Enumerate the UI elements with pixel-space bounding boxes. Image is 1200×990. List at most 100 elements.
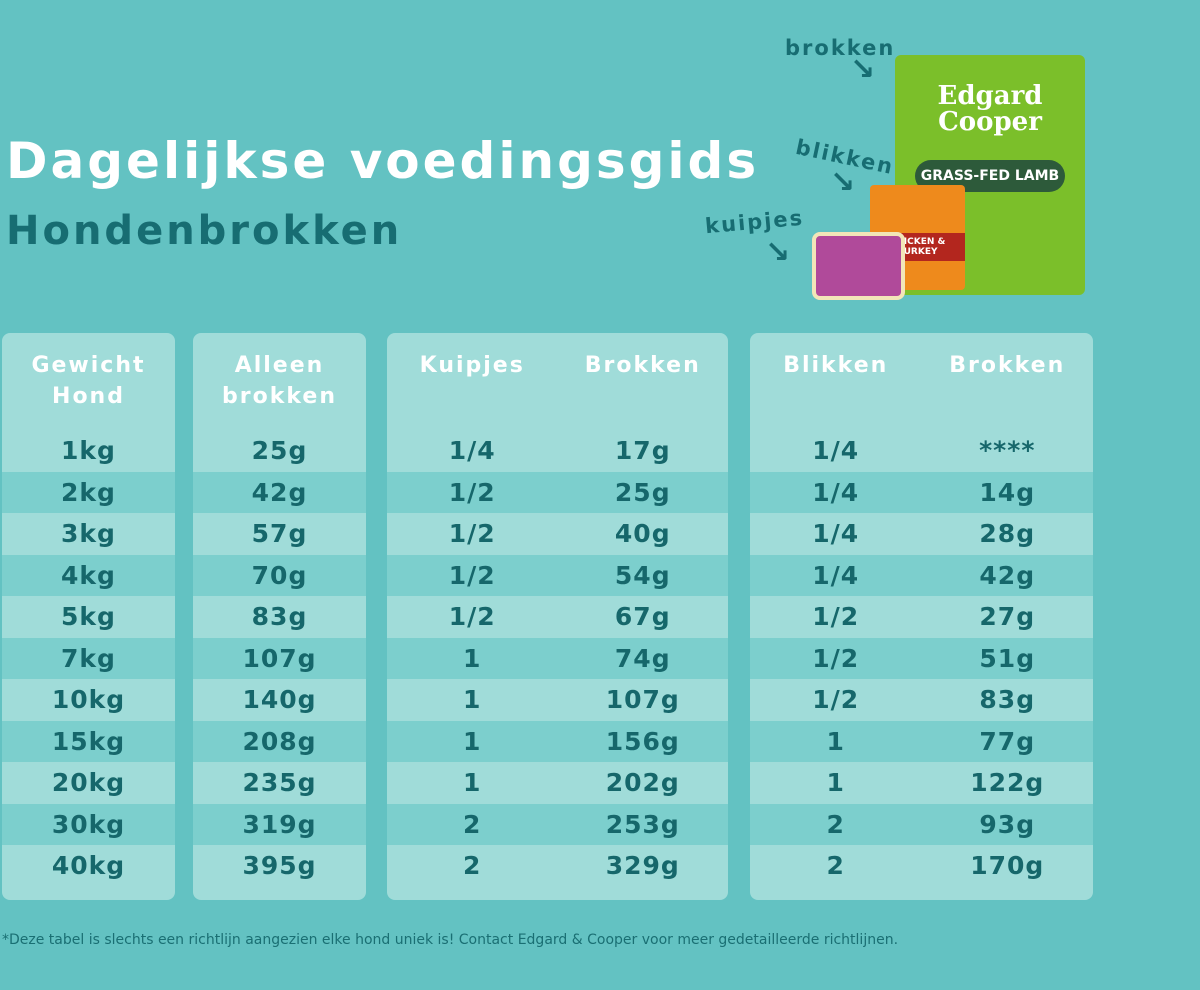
table-cell: 1/4	[812, 436, 860, 466]
table-row: 25g	[193, 430, 366, 472]
table-row: 1 107g	[387, 679, 728, 721]
table-cell: 1	[463, 685, 482, 715]
table-row: 1 202g	[387, 762, 728, 804]
table-cell: 1/2	[448, 560, 496, 590]
table-row: 10kg	[2, 679, 175, 721]
table-row: 1/4 14g	[750, 471, 1093, 513]
table-cell: 67g	[614, 602, 671, 632]
table-row: 40kg	[2, 845, 175, 887]
table-cell: 20kg	[51, 768, 126, 798]
table-row: 1 77g	[750, 720, 1093, 762]
table-kibble-only: Alleen brokken 25g 42g 57g 70g 83g 107g 140g 208g…	[193, 333, 366, 900]
table-cell: 42g	[251, 477, 308, 507]
table-cell: 122g	[970, 768, 1045, 798]
table-row: 2kg	[2, 471, 175, 513]
table-cell: 7kg	[61, 643, 116, 673]
label-kuipjes: kuipjes	[704, 205, 805, 239]
column-header: Kuipjes	[419, 353, 525, 378]
table-row: 20kg	[2, 762, 175, 804]
column-header: Blikken	[783, 353, 889, 378]
table-cell: 57g	[251, 519, 308, 549]
table-row: 1/2 40g	[387, 513, 728, 555]
table-cell: 5kg	[61, 602, 116, 632]
table-cell: 1/2	[812, 643, 860, 673]
arrow-icon: ↘	[830, 165, 856, 200]
table-cell: 1	[826, 726, 845, 756]
table-cell: 2kg	[61, 477, 116, 507]
table-cell: 10kg	[51, 685, 126, 715]
table-cell: 1/2	[448, 477, 496, 507]
table-cell: 202g	[605, 768, 680, 798]
table-cell: 2	[826, 809, 845, 839]
table-row: 1 122g	[750, 762, 1093, 804]
column-header: Brokken	[584, 353, 701, 378]
table-cell: 14g	[979, 477, 1036, 507]
table-row: 1/2 25g	[387, 471, 728, 513]
table-cell: 2	[463, 809, 482, 839]
table-row: 7kg	[2, 637, 175, 679]
table-trays: Kuipjes Brokken 1/4 17g 1/2 25g 1/2 40g 1/2 54g 1/…	[387, 333, 728, 900]
table-row: 5kg	[2, 596, 175, 638]
column-header: Alleen brokken	[222, 353, 337, 409]
tray-image	[812, 232, 905, 300]
column-header: Gewicht Hond	[31, 353, 146, 409]
table-cell: 253g	[605, 809, 680, 839]
table-cell: 40g	[614, 519, 671, 549]
page-title: Dagelijkse voedingsgids	[6, 132, 760, 190]
table-row: 395g	[193, 845, 366, 887]
footnote: *Deze tabel is slechts een richtlijn aan…	[2, 932, 899, 948]
table-cell: 1/4	[448, 436, 496, 466]
table-row: 4kg	[2, 554, 175, 596]
table-cell: 77g	[979, 726, 1036, 756]
table-cell: 74g	[614, 643, 671, 673]
table-cell: 30kg	[51, 809, 126, 839]
arrow-icon: ↘	[850, 52, 876, 87]
table-cell: 156g	[605, 726, 680, 756]
table-cell: 1/2	[448, 602, 496, 632]
table-cell: 1/4	[812, 560, 860, 590]
table-cell: 1/4	[812, 519, 860, 549]
table-row: 1/4 42g	[750, 554, 1093, 596]
table-cell: 319g	[242, 809, 317, 839]
table-row: 30kg	[2, 803, 175, 845]
table-row: 1/2 83g	[750, 679, 1093, 721]
table-cell: 107g	[242, 643, 317, 673]
table-row: 83g	[193, 596, 366, 638]
table-cell: ****	[979, 436, 1036, 466]
table-cell: 93g	[979, 809, 1036, 839]
bag-brand: Edgard Cooper	[937, 81, 1043, 137]
table-cell: 208g	[242, 726, 317, 756]
table-cell: 1/4	[812, 477, 860, 507]
table-cell: 83g	[979, 685, 1036, 715]
table-row: 2 170g	[750, 845, 1093, 887]
table-cell: 83g	[251, 602, 308, 632]
table-row: 107g	[193, 637, 366, 679]
table-row: 1/2 54g	[387, 554, 728, 596]
table-cell: 51g	[979, 643, 1036, 673]
table-cell: 17g	[614, 436, 671, 466]
table-cell: 1kg	[61, 436, 116, 466]
arrow-icon: ↘	[765, 235, 791, 270]
table-cell: 4kg	[61, 560, 116, 590]
table-row: 1/2 51g	[750, 637, 1093, 679]
label-brokken: brokken	[785, 36, 896, 60]
table-row: 319g	[193, 803, 366, 845]
table-cell: 42g	[979, 560, 1036, 590]
table-row: 208g	[193, 720, 366, 762]
table-row: 3kg	[2, 513, 175, 555]
table-cell: 1	[463, 643, 482, 673]
table-cell: 25g	[614, 477, 671, 507]
table-row: 140g	[193, 679, 366, 721]
page-subtitle: Hondenbrokken	[6, 208, 403, 254]
table-cans: Blikken Brokken 1/4 **** 1/4 14g 1/4 28g 1/4 42g 1…	[750, 333, 1093, 900]
table-row: 1/4 17g	[387, 430, 728, 472]
table-cell: 28g	[979, 519, 1036, 549]
table-cell: 1	[463, 768, 482, 798]
table-cell: 25g	[251, 436, 308, 466]
table-cell: 2	[826, 851, 845, 881]
table-row: 15kg	[2, 720, 175, 762]
table-row: 1 74g	[387, 637, 728, 679]
table-row: 1/2 27g	[750, 596, 1093, 638]
table-cell: 1	[463, 726, 482, 756]
table-cell: 15kg	[51, 726, 126, 756]
